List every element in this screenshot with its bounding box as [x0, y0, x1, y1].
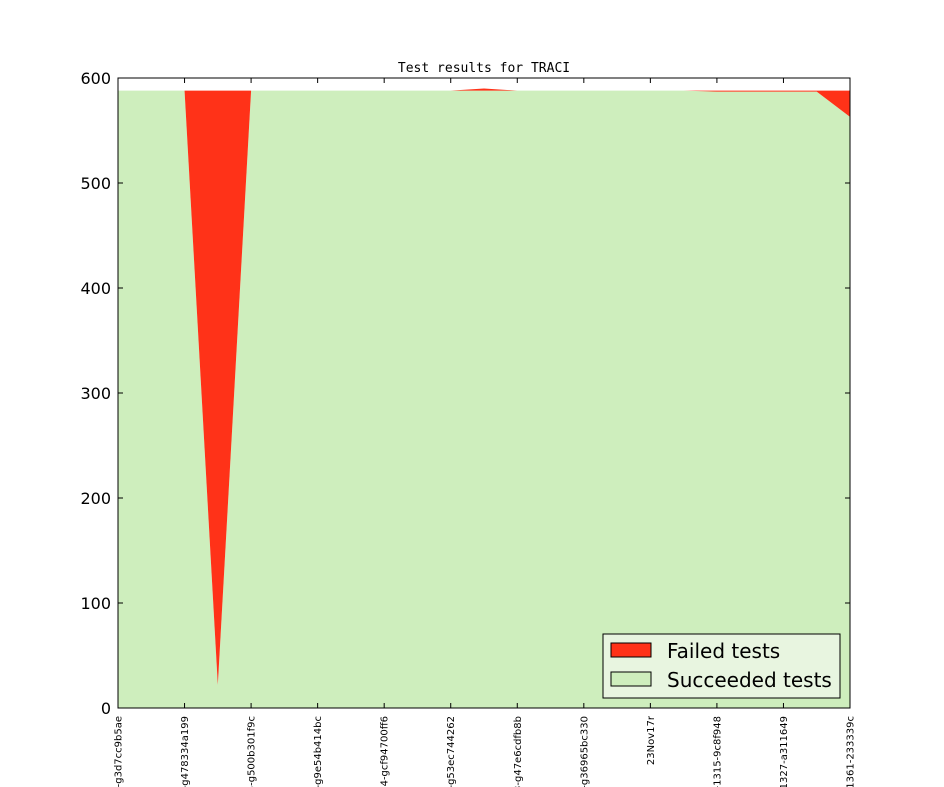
- legend-label-succeeded-tests: Succeeded tests: [667, 668, 832, 692]
- legend-label-failed-tests: Failed tests: [667, 639, 780, 663]
- chart-title: Test results for TRACI: [398, 61, 570, 76]
- y-tick-label: 400: [80, 279, 111, 298]
- x-tick-label: -1315-9c8f948: [712, 716, 723, 787]
- y-tick-label: 500: [80, 174, 111, 193]
- x-tick-label: -g9e54b414bc: [313, 716, 324, 787]
- y-tick-label: 300: [80, 384, 111, 403]
- x-tick-label: l-g3d7cc9b5ae: [114, 716, 125, 787]
- series-area-succeeded-tests: [118, 90, 850, 709]
- x-tick-label: 23Nov17r: [646, 715, 657, 765]
- y-tick-label: 600: [80, 69, 111, 88]
- x-tick-label: -g478334a199: [180, 716, 191, 787]
- legend: Failed tests Succeeded tests: [602, 633, 841, 699]
- plot-area: 0 100 200 300 400 500 600 l-g3d7cc9b5ae -g478334…: [80, 69, 856, 787]
- x-tick-labels: l-g3d7cc9b5ae -g478334a199 5-g500b301f9c -g…: [114, 715, 857, 787]
- y-tick-label: 200: [80, 489, 111, 508]
- x-tick-label: 3-g47e6cdfb8b: [513, 716, 524, 787]
- legend-swatch-succeeded-tests: [610, 671, 652, 687]
- x-tick-label: 1327-a311649: [779, 716, 790, 787]
- series-area-failed-tests: [118, 88, 850, 685]
- x-tick-label: 5-g500b301f9c: [247, 716, 258, 787]
- y-tick-label: 0: [101, 699, 111, 718]
- x-tick-label: -g53ec744262: [446, 716, 457, 787]
- x-tick-label: 4-gcf94700ff6: [380, 716, 391, 786]
- x-tick-label: 1361-233339c: [846, 716, 857, 787]
- y-tick-label: 100: [80, 594, 111, 613]
- legend-swatch-failed-tests: [610, 642, 652, 658]
- x-tick-label: -g36965bc330: [579, 716, 590, 787]
